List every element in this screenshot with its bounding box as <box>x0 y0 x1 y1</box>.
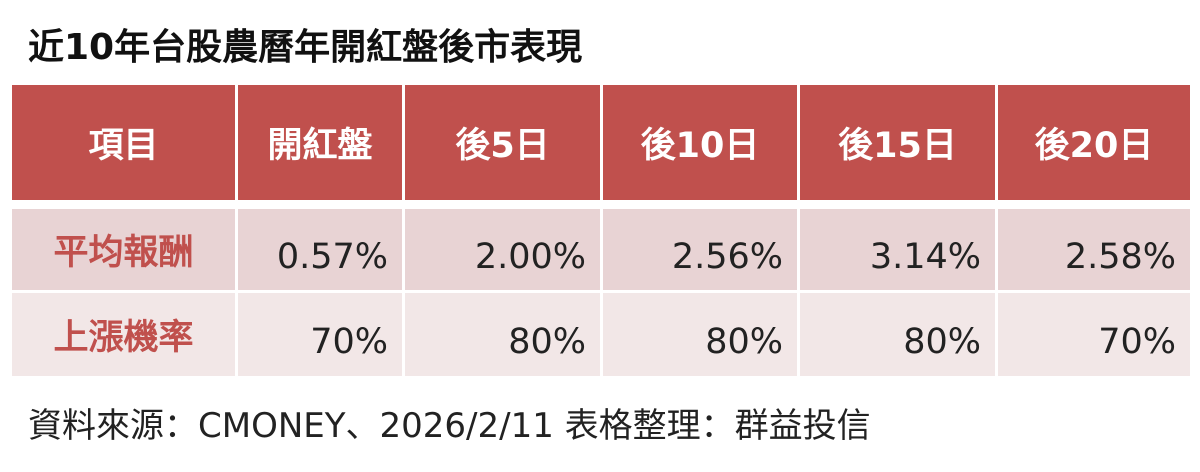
table-cell: 70% <box>998 293 1190 376</box>
table-cell: 80% <box>603 293 797 376</box>
table-cell: 70% <box>238 293 402 376</box>
column-header: 開紅盤 <box>238 85 402 200</box>
column-header: 後5日 <box>405 85 600 200</box>
table-cell: 3.14% <box>800 209 995 290</box>
table-cell: 0.57% <box>238 209 402 290</box>
column-header: 後20日 <box>998 85 1190 200</box>
row-label: 上漲機率 <box>12 293 235 376</box>
row-label: 平均報酬 <box>12 209 235 290</box>
table-cell: 2.00% <box>405 209 600 290</box>
column-header: 項目 <box>12 85 235 200</box>
source-note: 資料來源：CMONEY、2026/2/11 表格整理：群益投信 <box>28 406 871 446</box>
table-cell: 2.56% <box>603 209 797 290</box>
title: 近10年台股農曆年開紅盤後市表現 <box>28 27 583 68</box>
table-cell: 80% <box>405 293 600 376</box>
table-cell: 80% <box>800 293 995 376</box>
table-cell: 2.58% <box>998 209 1190 290</box>
column-header: 後10日 <box>603 85 797 200</box>
column-header: 後15日 <box>800 85 995 200</box>
